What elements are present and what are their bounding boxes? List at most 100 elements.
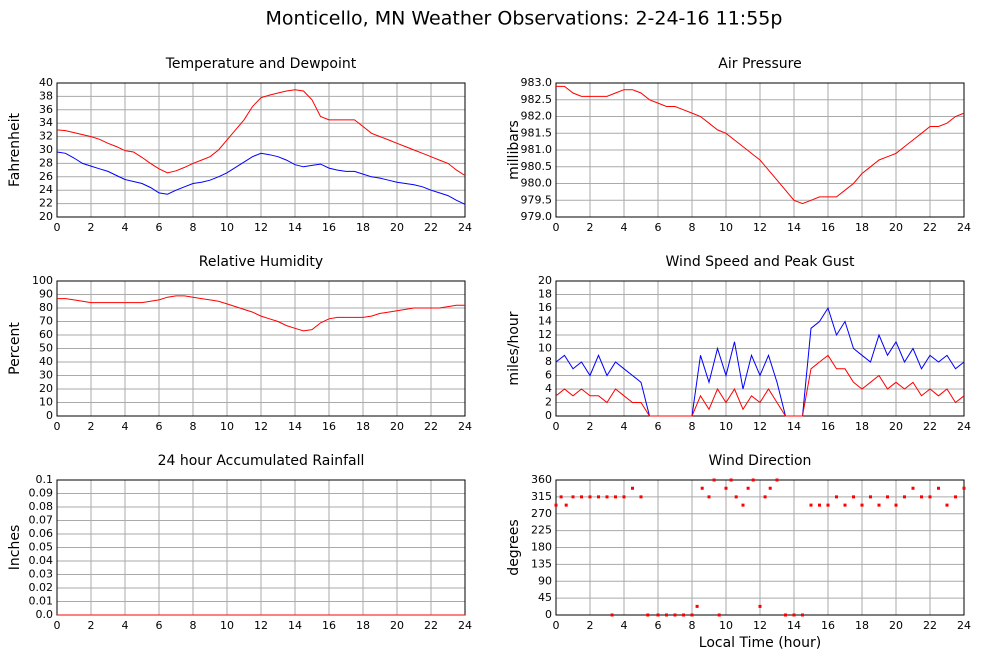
y-tick-label: 270 [531,507,552,520]
x-tick-label: 0 [54,619,61,632]
data-point [903,495,906,499]
y-tick-label: 36 [39,103,53,116]
x-tick-label: 12 [753,221,767,234]
data-point [665,613,668,617]
y-axis-label: Fahrenheit [7,112,23,187]
data-point [712,478,716,482]
y-tick-label: 10 [39,396,53,409]
plot-frame [555,82,965,218]
x-tick-label: 8 [190,619,197,632]
x-tick-label: 24 [458,221,472,234]
y-axis-label: miles/hour [506,311,522,385]
data-point [751,478,755,482]
x-tick-label: 14 [288,420,302,433]
y-tick-label: 0.05 [29,541,54,554]
data-point [639,495,643,499]
x-tick-label: 10 [719,420,733,433]
data-point [826,503,830,507]
data-point [835,495,838,499]
x-tick-label: 20 [889,221,903,234]
y-tick-label: 981.5 [521,126,553,139]
data-point [622,495,626,499]
data-point [554,503,558,507]
x-tick-label: 2 [88,420,95,433]
data-point [962,486,966,490]
x-tick-label: 24 [957,221,971,234]
data-line [555,354,965,417]
y-tick-label: 0.01 [29,595,54,608]
x-tick-label: 10 [220,619,234,632]
x-tick-label: 18 [356,221,370,234]
x-tick-label: 2 [587,619,594,632]
data-point [801,613,804,617]
x-tick-label: 22 [923,221,937,234]
x-tick-label: 0 [54,221,61,234]
subplot: Temperature and DewpointFahrenheit202224… [7,56,472,234]
y-tick-label: 12 [538,328,552,341]
data-line [57,295,465,332]
y-tick-label: 982.0 [521,110,553,123]
x-tick-label: 18 [356,420,370,433]
y-axis-label: millibars [506,120,522,180]
data-point [784,613,787,617]
y-tick-label: 40 [39,355,53,368]
y-tick-label: 983.0 [521,76,553,89]
y-tick-label: 0.0 [36,608,54,621]
data-point [695,604,699,608]
y-axis-label: degrees [506,519,522,575]
data-point [673,613,677,617]
data-point [763,495,767,499]
x-tick-label: 8 [190,420,197,433]
subplot: Air Pressure millibars 979.0 979.5 980.0 980.… [506,56,971,234]
data-point [707,495,711,499]
y-tick-label: 0 [545,608,552,621]
data-point [928,495,932,499]
x-tick-label: 4 [122,221,129,234]
data-point [610,613,614,617]
x-tick-label: 0 [553,221,560,234]
subplot: Wind Speed and Peak Gustmiles/hour024681… [506,254,971,433]
x-tick-label: 8 [689,221,696,234]
data-point [746,486,750,490]
x-tick-label: 10 [220,221,234,234]
x-tick-label: 14 [787,221,801,234]
data-point [734,495,738,499]
data-point [886,495,889,499]
y-tick-label: 0.07 [29,514,54,527]
x-tick-label: 24 [458,619,472,632]
y-tick-label: 180 [531,541,552,554]
chart-title: Air Pressure [718,56,801,72]
data-point [682,613,685,617]
x-tick-label: 12 [254,619,268,632]
y-tick-label: 981.0 [521,143,553,156]
y-tick-label: 225 [531,524,552,537]
x-tick-label: 20 [390,221,404,234]
y-axis-label: Percent [7,322,23,375]
x-tick-label: 18 [855,221,869,234]
x-tick-label: 0 [54,420,61,433]
x-tick-label: 12 [753,619,767,632]
x-tick-label: 14 [787,619,801,632]
x-tick-label: 2 [587,221,594,234]
data-point [559,495,563,499]
y-tick-label: 22 [39,197,53,210]
x-tick-label: 8 [689,420,696,433]
y-tick-label: 980.5 [521,160,553,173]
y-tick-label: 45 [538,591,552,604]
y-tick-label: 34 [39,116,53,129]
data-point [809,503,813,507]
x-tick-label: 14 [288,619,302,632]
data-point [717,613,721,617]
data-point [724,486,728,490]
data-point [741,503,745,507]
data-point [945,503,949,507]
data-point [597,495,600,499]
plot-frame [555,479,965,616]
y-tick-label: 6 [545,369,552,382]
data-point [920,495,923,499]
y-tick-label: 0.02 [29,581,54,594]
x-tick-label: 22 [424,619,438,632]
x-tick-label: 4 [621,420,628,433]
